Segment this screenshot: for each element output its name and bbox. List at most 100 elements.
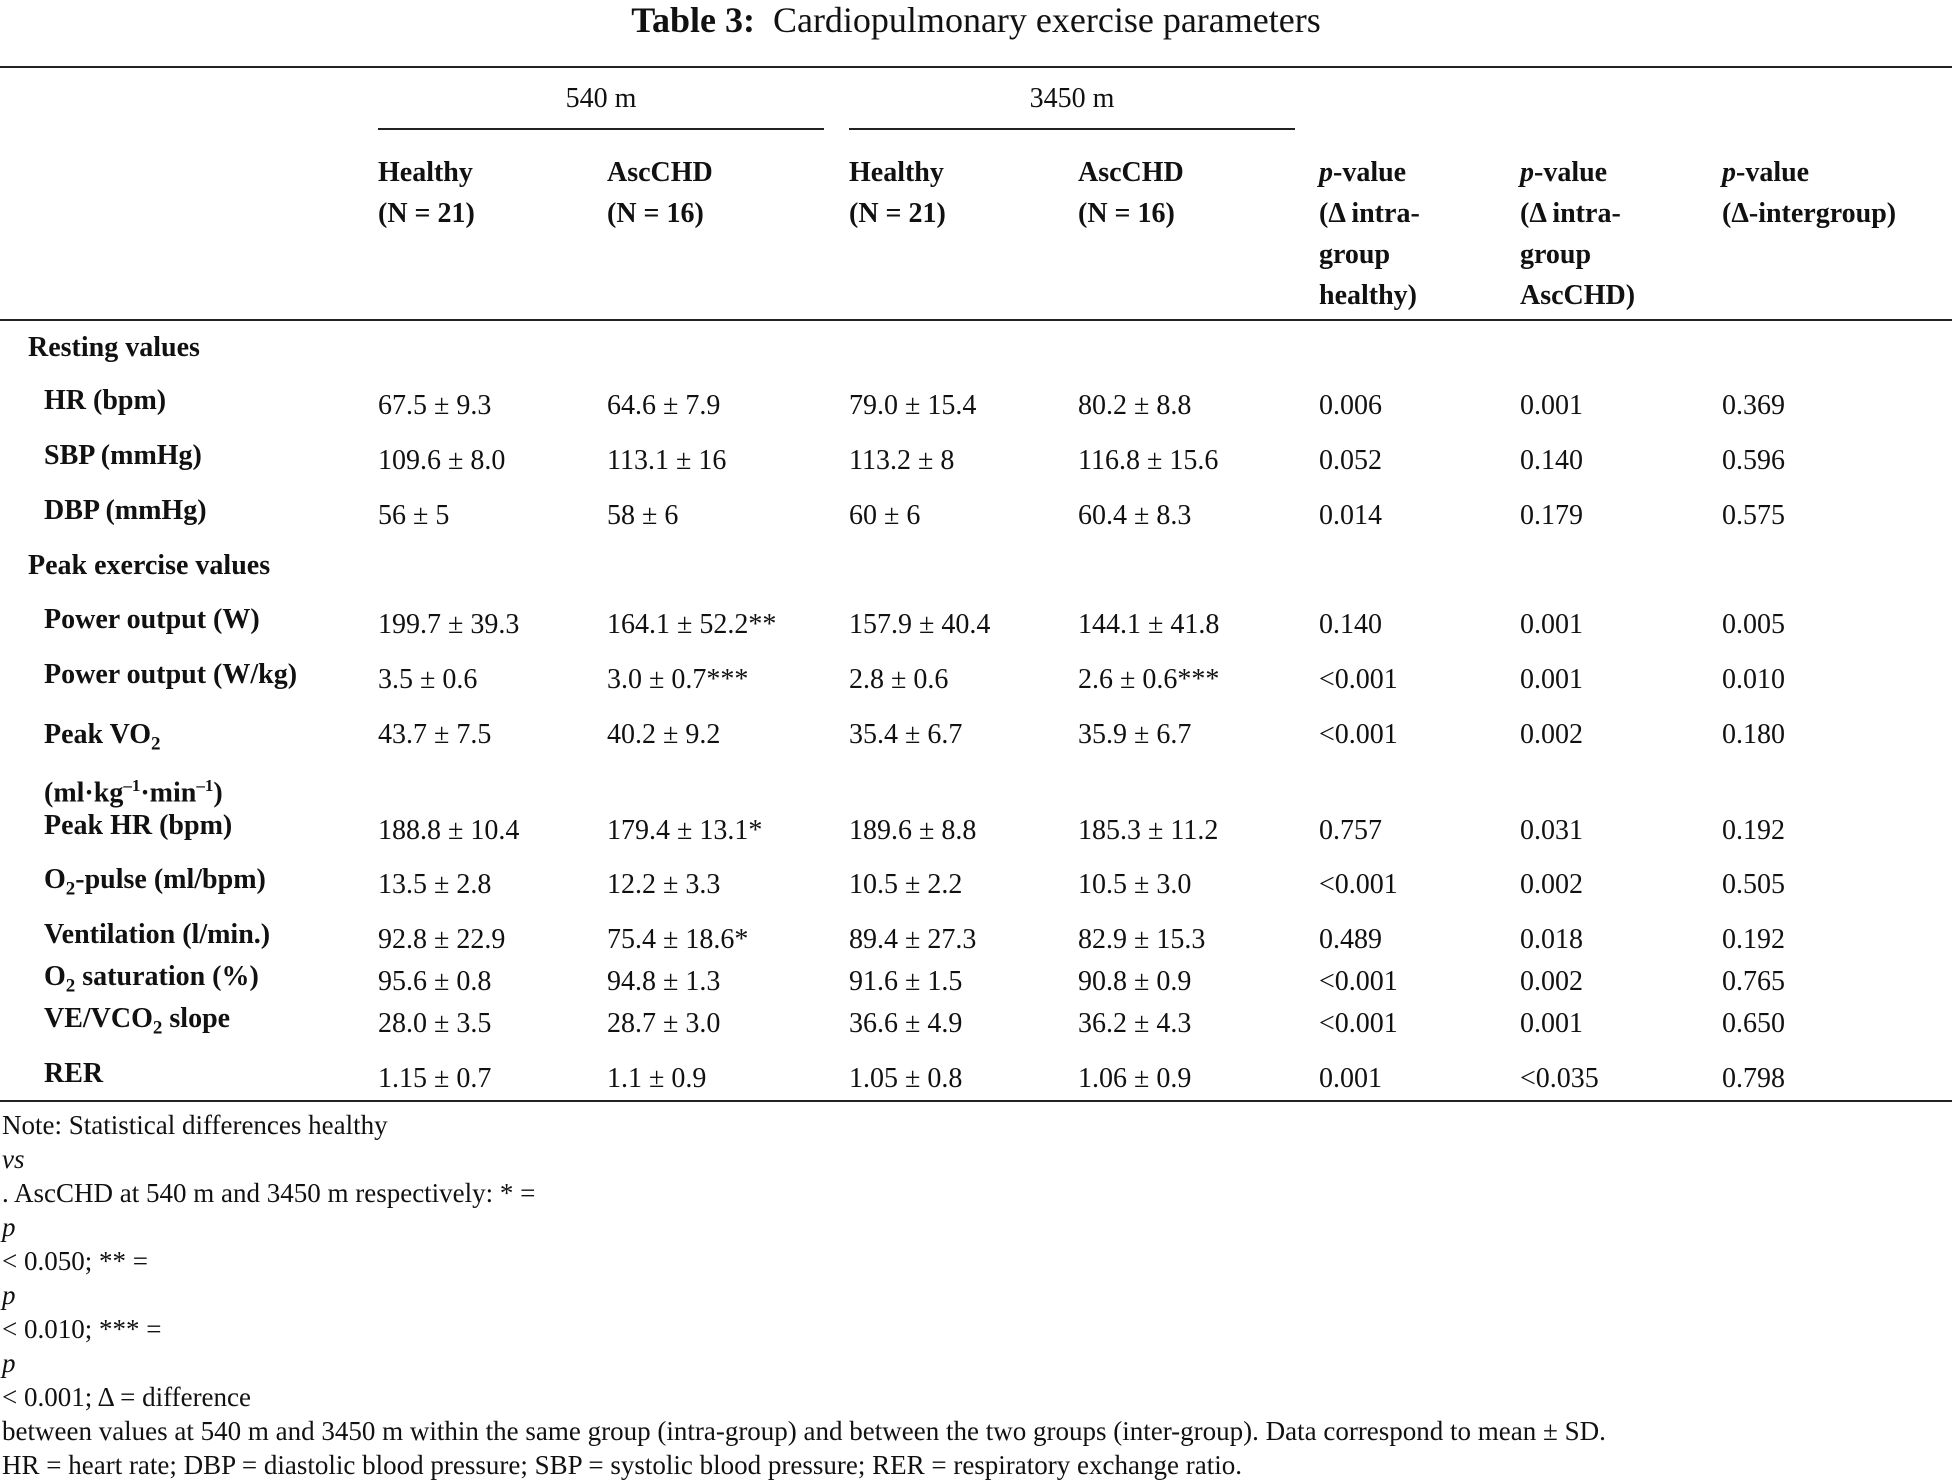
group-rule-540 [378, 128, 824, 130]
cell-pwkg-col6: 0.001 [1520, 664, 1583, 695]
o2s-text: O [44, 961, 66, 992]
cell-phr-col7: 0.192 [1722, 815, 1785, 846]
row-label-sbp: SBP (mmHg) [44, 440, 202, 471]
cell-phr-col4: 185.3 ± 11.2 [1078, 815, 1219, 846]
cell-o2s-col6: 0.002 [1520, 966, 1583, 997]
cell-vent-col7: 0.192 [1722, 924, 1785, 955]
cell-o2p-col7: 0.505 [1722, 869, 1785, 900]
cell-vent-col6: 0.018 [1520, 924, 1583, 955]
cell-hr-col1: 67.5 ± 9.3 [378, 390, 492, 421]
p-header-text: -value (Δ-intergroup) [1722, 157, 1897, 229]
cell-o2p-col6: 0.002 [1520, 869, 1583, 900]
cell-vevco2-col3: 36.6 ± 4.9 [849, 1008, 963, 1039]
cell-vevco2-col7: 0.650 [1722, 1008, 1785, 1039]
cell-vo2-col1: 43.7 ± 7.5 [378, 719, 492, 750]
vo2-unit-b: ·min [140, 776, 197, 808]
cell-dbp-col4: 60.4 ± 8.3 [1078, 500, 1192, 531]
note-line-2: between values at 540 m and 3450 m withi… [2, 1416, 1606, 1446]
cell-vevco2-col6: 0.001 [1520, 1008, 1583, 1039]
row-label-o2-pulse: O2-pulse (ml/bpm) [44, 864, 266, 901]
vevco2-text-b: slope [162, 1003, 231, 1034]
cell-hr-col6: 0.001 [1520, 390, 1583, 421]
p-italic: p [1520, 157, 1534, 188]
col-header-ascchd-540: AscCHD (N = 16) [607, 157, 713, 229]
cell-pw-col4: 144.1 ± 41.8 [1078, 609, 1220, 640]
note-text: < 0.010; *** = [2, 1314, 162, 1344]
vo2-sup2: –1 [196, 775, 214, 795]
cell-rer-col2: 1.1 ± 0.9 [607, 1063, 707, 1094]
cell-o2p-col2: 12.2 ± 3.3 [607, 869, 721, 900]
cell-o2s-col5: <0.001 [1319, 966, 1398, 997]
note-p: p [2, 1280, 16, 1310]
cell-dbp-col7: 0.575 [1722, 500, 1785, 531]
section-peak: Peak exercise values [28, 550, 271, 581]
cell-o2p-col5: <0.001 [1319, 869, 1398, 900]
cell-o2s-col2: 94.8 ± 1.3 [607, 966, 721, 997]
cell-rer-col4: 1.06 ± 0.9 [1078, 1063, 1192, 1094]
top-rule [0, 66, 1952, 68]
cell-dbp-col6: 0.179 [1520, 500, 1583, 531]
section-resting: Resting values [28, 332, 200, 363]
vo2-unit-c: ) [213, 776, 223, 808]
p-italic: p [1319, 157, 1333, 188]
row-label-peak-hr: Peak HR (bpm) [44, 810, 233, 841]
col-header-healthy-3450: Healthy (N = 21) [849, 157, 946, 229]
row-label-peak-vo2: Peak VO2 (ml·kg–1·min–1) [44, 714, 223, 813]
cell-dbp-col1: 56 ± 5 [378, 500, 450, 531]
cell-dbp-col2: 58 ± 6 [607, 500, 679, 531]
cell-rer-col5: 0.001 [1319, 1063, 1382, 1094]
cell-vo2-col5: <0.001 [1319, 719, 1398, 750]
cell-pw-col1: 199.7 ± 39.3 [378, 609, 520, 640]
note-vs: vs [2, 1144, 25, 1174]
group-rule-3450 [849, 128, 1295, 130]
o2p-text-b: -pulse (ml/bpm) [75, 864, 266, 895]
cell-vent-col4: 82.9 ± 15.3 [1078, 924, 1206, 955]
vo2-text: Peak VO [44, 719, 152, 750]
col-header-p-intra-healthy: p-value (Δ intra- group healthy) [1319, 152, 1420, 316]
table-caption: Cardiopulmonary exercise parameters [772, 0, 1321, 40]
o2p-text: O [44, 864, 66, 895]
cell-vo2-col2: 40.2 ± 9.2 [607, 719, 721, 750]
cell-vent-col5: 0.489 [1319, 924, 1382, 955]
cell-pw-col6: 0.001 [1520, 609, 1583, 640]
cell-pwkg-col2: 3.0 ± 0.7*** [607, 664, 749, 695]
cell-rer-col1: 1.15 ± 0.7 [378, 1063, 492, 1094]
cell-o2p-col3: 10.5 ± 2.2 [849, 869, 963, 900]
cell-sbp-col1: 109.6 ± 8.0 [378, 445, 506, 476]
cell-o2s-col4: 90.8 ± 0.9 [1078, 966, 1192, 997]
note-text: Note: Statistical differences healthy [2, 1110, 388, 1140]
cell-vevco2-col1: 28.0 ± 3.5 [378, 1008, 492, 1039]
row-label-dbp: DBP (mmHg) [44, 495, 207, 526]
row-label-ve-vco2: VE/VCO2 slope [44, 1003, 230, 1040]
cell-rer-col3: 1.05 ± 0.8 [849, 1063, 963, 1094]
row-label-power-w: Power output (W) [44, 604, 260, 635]
table-title: Table 3: Cardiopulmonary exercise parame… [0, 0, 1952, 50]
cell-vent-col2: 75.4 ± 18.6* [607, 924, 749, 955]
bottom-rule [0, 1100, 1952, 1102]
cell-o2p-col1: 13.5 ± 2.8 [378, 869, 492, 900]
note-line-3: HR = heart rate; DBP = diastolic blood p… [2, 1450, 1242, 1480]
col-header-p-intra-ascchd: p-value (Δ intra- group AscCHD) [1520, 152, 1635, 316]
o2s-text-b: saturation (%) [75, 961, 259, 992]
col-header-p-intergroup: p-value (Δ-intergroup) [1722, 152, 1896, 234]
o2p-sub: 2 [65, 878, 76, 900]
cell-o2s-col3: 91.6 ± 1.5 [849, 966, 963, 997]
group-header-540: 540 m [565, 83, 637, 114]
cell-sbp-col4: 116.8 ± 15.6 [1078, 445, 1219, 476]
cell-dbp-col3: 60 ± 6 [849, 500, 921, 531]
note-text: . AscCHD at 540 m and 3450 m respectivel… [2, 1178, 536, 1208]
cell-vevco2-col4: 36.2 ± 4.3 [1078, 1008, 1192, 1039]
cell-hr-col5: 0.006 [1319, 390, 1382, 421]
note-text: < 0.001; Δ = difference [2, 1382, 252, 1412]
cell-vo2-col4: 35.9 ± 6.7 [1078, 719, 1192, 750]
p-header-text: -value (Δ intra- group AscCHD) [1520, 157, 1636, 311]
cell-hr-col4: 80.2 ± 8.8 [1078, 390, 1192, 421]
cell-phr-col6: 0.031 [1520, 815, 1583, 846]
cell-pwkg-col7: 0.010 [1722, 664, 1785, 695]
col-header-healthy-540: Healthy (N = 21) [378, 157, 475, 229]
cell-pwkg-col4: 2.6 ± 0.6*** [1078, 664, 1220, 695]
cell-vevco2-col5: <0.001 [1319, 1008, 1398, 1039]
cell-sbp-col3: 113.2 ± 8 [849, 445, 955, 476]
cell-pw-col2: 164.1 ± 52.2** [607, 609, 777, 640]
cell-dbp-col5: 0.014 [1319, 500, 1382, 531]
